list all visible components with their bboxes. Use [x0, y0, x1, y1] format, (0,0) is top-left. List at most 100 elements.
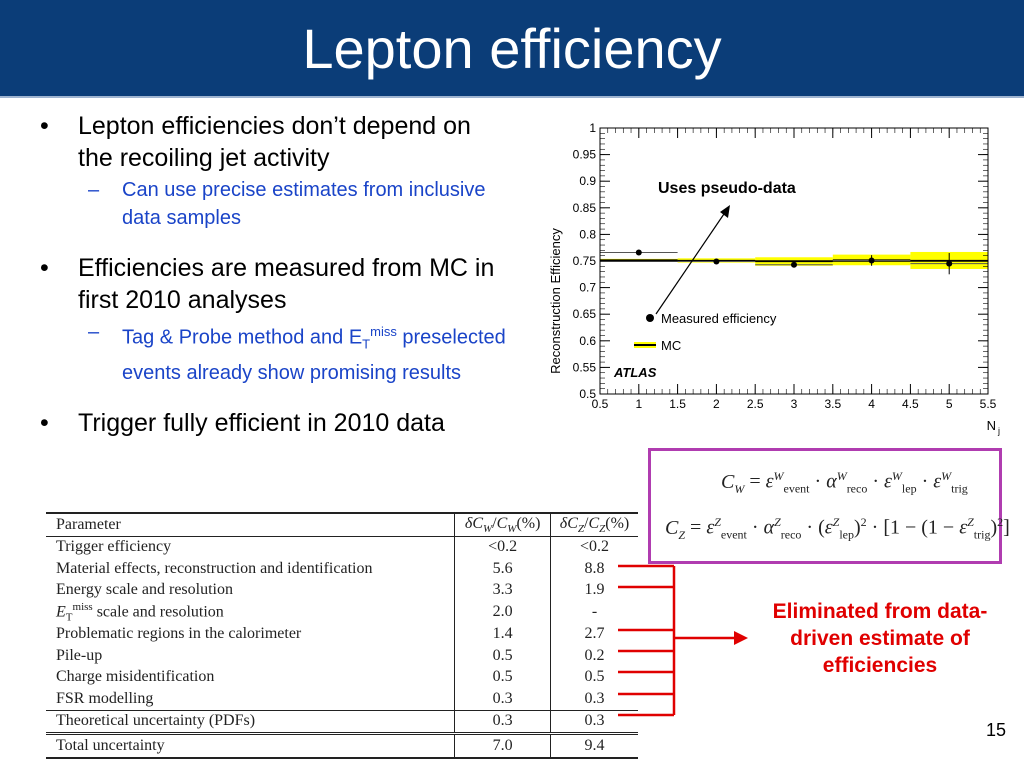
row-parameter: Energy scale and resolution	[46, 579, 456, 601]
row-cw: 0.3	[454, 688, 552, 711]
row-cz: 1.9	[584, 581, 605, 599]
formula-cz: CZ = εZevent · αZreco · (εZlep)2 · [1 − …	[665, 515, 1010, 542]
sub-bullet-2: – Tag & Probe method and ETmiss preselect…	[40, 318, 510, 387]
legend-label-measured: Measured efficiency	[661, 311, 777, 326]
dash-glyph: –	[88, 179, 100, 201]
y-tick-label: 0.65	[573, 307, 597, 321]
x-tick-label: 1	[635, 397, 642, 411]
data-point	[635, 249, 642, 256]
bullet-1-text: Lepton efficiencies don’t depend on the …	[78, 112, 471, 172]
dash-glyph: –	[88, 321, 100, 343]
row-cz: 0.3	[584, 689, 605, 707]
y-tick-label: 0.9	[579, 174, 596, 188]
y-tick-label: 0.95	[573, 148, 597, 162]
y-tick-label: 0.85	[573, 201, 597, 215]
data-point	[791, 261, 797, 268]
x-tick-label: 0.5	[592, 397, 609, 411]
row-cw: 0.5	[454, 666, 552, 689]
row-cw: 5.6	[454, 558, 552, 580]
bullet-3-text: Trigger fully efficient in 2010 data	[78, 408, 445, 437]
bullet-3: • Trigger fully efficient in 2010 data	[40, 407, 510, 439]
x-tick-label: 2.5	[747, 397, 764, 411]
row-cz: <0.2	[579, 538, 610, 556]
sub-bullet-1: – Can use precise estimates from inclusiv…	[40, 176, 510, 232]
x-tick-label: 1.5	[669, 397, 686, 411]
row-parameter: Material effects, reconstruction and ide…	[46, 558, 456, 580]
x-tick-label: 5	[946, 397, 953, 411]
table-row: Trigger efficiency <0.2 <0.2	[46, 536, 638, 558]
bullet-2: • Efficiencies are measured from MC in fi…	[40, 252, 510, 316]
slide-title: Lepton efficiency	[302, 17, 722, 80]
x-tick-label: 4	[868, 397, 875, 411]
row-cw: 3.3	[454, 579, 552, 601]
x-axis-label: N	[987, 418, 996, 433]
data-point	[713, 258, 720, 265]
row-cz: 0.2	[584, 646, 605, 664]
annotation-arrowhead	[720, 205, 730, 218]
table-row: Energy scale and resolution 3.3 1.9	[46, 579, 638, 601]
bullet-2-text: Efficiencies are measured from MC in fir…	[78, 254, 495, 314]
y-tick-label: 0.6	[579, 334, 596, 348]
bullet-glyph: •	[40, 112, 49, 140]
table-row: FSR modelling 0.3 0.3	[46, 688, 638, 711]
uncertainty-table: Parameter δCW/CW(%) δCZ/CZ(%) Trigger ef…	[46, 512, 638, 759]
y-tick-label: 0.75	[573, 254, 597, 268]
bullet-glyph: •	[40, 408, 49, 437]
data-point	[946, 260, 953, 267]
bullet-1: • Lepton efficiencies don’t depend on the…	[40, 110, 510, 174]
bullet-list: • Lepton efficiencies don’t depend on the…	[40, 110, 510, 441]
total-cw: 7.0	[454, 732, 552, 759]
x-tick-label: 5.5	[980, 397, 997, 411]
table-total-row: Total uncertainty 7.0 9.4	[46, 732, 638, 759]
total-cz: 9.4	[550, 732, 638, 759]
table-row: ETmiss scale and resolution 2.0 -	[46, 601, 638, 624]
header-parameter: Parameter	[46, 512, 456, 537]
row-parameter: Trigger efficiency	[46, 536, 456, 558]
x-tick-label: 4.5	[902, 397, 919, 411]
header-cz: δCZ/CZ(%)	[550, 512, 638, 537]
atlas-label: ATLAS	[613, 365, 657, 380]
y-axis-label: Reconstruction Efficiency	[548, 228, 563, 374]
y-tick-label: 0.55	[573, 360, 597, 374]
row-cz: 0.3	[550, 709, 638, 734]
y-tick-label: 0.8	[579, 227, 596, 241]
row-parameter: Pile-up	[46, 645, 456, 667]
table-row: Problematic regions in the calorimeter 1.…	[46, 623, 638, 646]
sub-bullet-2-pre: Tag & Probe method and E	[122, 326, 363, 349]
row-cz: -	[591, 603, 598, 621]
formula-cw: CW = εWevent · αWreco · εWlep · εWtrig	[721, 469, 968, 496]
x-axis-label-sub: jets	[997, 426, 1000, 436]
page-number: 15	[985, 720, 1006, 740]
table-row: Pile-up 0.5 0.2	[46, 645, 638, 667]
row-cz: 2.7	[584, 625, 605, 643]
row-cw: 0.5	[454, 645, 552, 667]
title-bar: Lepton efficiency	[0, 0, 1024, 98]
eliminated-bracket	[618, 564, 748, 717]
x-tick-label: 2	[713, 397, 720, 411]
row-cz: 8.8	[584, 559, 605, 577]
table-row: Theoretical uncertainty (PDFs) 0.3 0.3	[46, 709, 638, 734]
formula-box: CW = εWevent · αWreco · εWlep · εWtrig C…	[648, 448, 1010, 564]
row-cw: 2.0	[454, 601, 552, 624]
row-cw: 0.3	[454, 709, 552, 734]
row-cw: <0.2	[454, 536, 552, 558]
met-subscript: T	[362, 336, 371, 352]
table-row: Charge misidentification 0.5 0.5	[46, 666, 638, 689]
row-cz: 0.5	[584, 668, 605, 686]
y-tick-label: 0.7	[579, 281, 596, 295]
annotation-text: Uses pseudo-data	[658, 180, 796, 197]
legend-marker-measured	[646, 314, 654, 322]
row-parameter: FSR modelling	[46, 688, 456, 711]
annotation-arrow-line	[655, 210, 727, 315]
y-tick-label: 0.5	[579, 387, 596, 401]
met-superscript: miss	[370, 324, 397, 339]
data-point	[868, 257, 875, 264]
y-tick-label: 1	[589, 121, 596, 135]
sub-bullet-1-text: Can use precise estimates from inclusive…	[122, 179, 486, 229]
row-parameter: Problematic regions in the calorimeter	[46, 623, 456, 646]
eliminated-note: Eliminated from data-driven estimate of …	[772, 600, 988, 677]
row-parameter: ETmiss scale and resolution	[46, 601, 456, 624]
table-header: Parameter δCW/CW(%) δCZ/CZ(%)	[46, 512, 638, 537]
row-cw: 1.4	[454, 623, 552, 646]
efficiency-plot: 0.5 0.55 0.6 0.65 0.7 0.75 0.8 0.85 0.9 0.95 1 0.5 1…	[548, 121, 1000, 436]
